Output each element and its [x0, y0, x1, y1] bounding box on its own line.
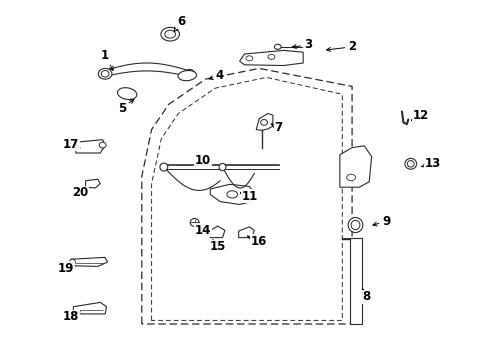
Polygon shape — [76, 140, 105, 153]
Ellipse shape — [219, 163, 225, 171]
Ellipse shape — [69, 259, 75, 265]
Ellipse shape — [267, 54, 274, 59]
Text: 2: 2 — [326, 40, 355, 53]
Ellipse shape — [190, 219, 199, 226]
Text: 6: 6 — [174, 15, 184, 32]
Ellipse shape — [274, 44, 281, 49]
Text: 12: 12 — [411, 109, 428, 122]
Text: 4: 4 — [209, 69, 224, 82]
Polygon shape — [85, 179, 100, 188]
Text: 11: 11 — [240, 190, 257, 203]
Text: 8: 8 — [362, 289, 370, 303]
Ellipse shape — [404, 158, 416, 169]
Ellipse shape — [226, 191, 237, 198]
Text: 18: 18 — [62, 310, 80, 323]
Ellipse shape — [350, 220, 359, 230]
Ellipse shape — [117, 88, 137, 99]
Ellipse shape — [184, 69, 195, 80]
Text: 5: 5 — [118, 99, 134, 114]
Text: 10: 10 — [194, 154, 211, 167]
Ellipse shape — [99, 142, 106, 148]
Text: 19: 19 — [58, 262, 75, 275]
Text: 13: 13 — [421, 157, 440, 170]
Polygon shape — [239, 50, 303, 66]
Polygon shape — [210, 226, 224, 238]
Ellipse shape — [245, 56, 252, 61]
Ellipse shape — [160, 163, 167, 171]
Polygon shape — [71, 257, 107, 266]
Ellipse shape — [178, 71, 196, 81]
Text: 14: 14 — [194, 224, 211, 237]
Text: 1: 1 — [101, 49, 113, 71]
Text: 17: 17 — [62, 138, 80, 150]
Polygon shape — [210, 184, 254, 204]
Ellipse shape — [407, 161, 413, 167]
Polygon shape — [256, 113, 272, 130]
Ellipse shape — [98, 68, 112, 79]
Text: 20: 20 — [72, 186, 89, 199]
Ellipse shape — [346, 174, 355, 181]
Text: 9: 9 — [372, 215, 389, 228]
Ellipse shape — [161, 27, 179, 41]
Ellipse shape — [347, 217, 362, 233]
Ellipse shape — [101, 71, 109, 77]
Text: 15: 15 — [209, 239, 225, 253]
Text: 16: 16 — [247, 235, 267, 248]
Polygon shape — [238, 227, 254, 238]
Text: 7: 7 — [271, 121, 282, 134]
Polygon shape — [73, 302, 106, 314]
Bar — [349, 238, 361, 324]
Ellipse shape — [260, 120, 267, 125]
Ellipse shape — [164, 30, 175, 38]
Text: 3: 3 — [292, 39, 311, 51]
Polygon shape — [339, 146, 371, 187]
